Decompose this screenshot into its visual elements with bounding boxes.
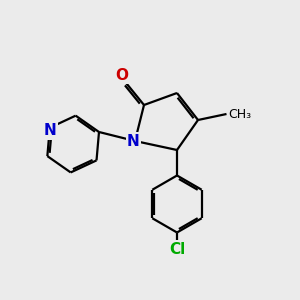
Text: Cl: Cl bbox=[169, 242, 185, 256]
Text: N: N bbox=[44, 123, 56, 138]
Text: O: O bbox=[115, 68, 128, 82]
Text: N: N bbox=[127, 134, 140, 148]
Text: CH₃: CH₃ bbox=[228, 107, 251, 121]
